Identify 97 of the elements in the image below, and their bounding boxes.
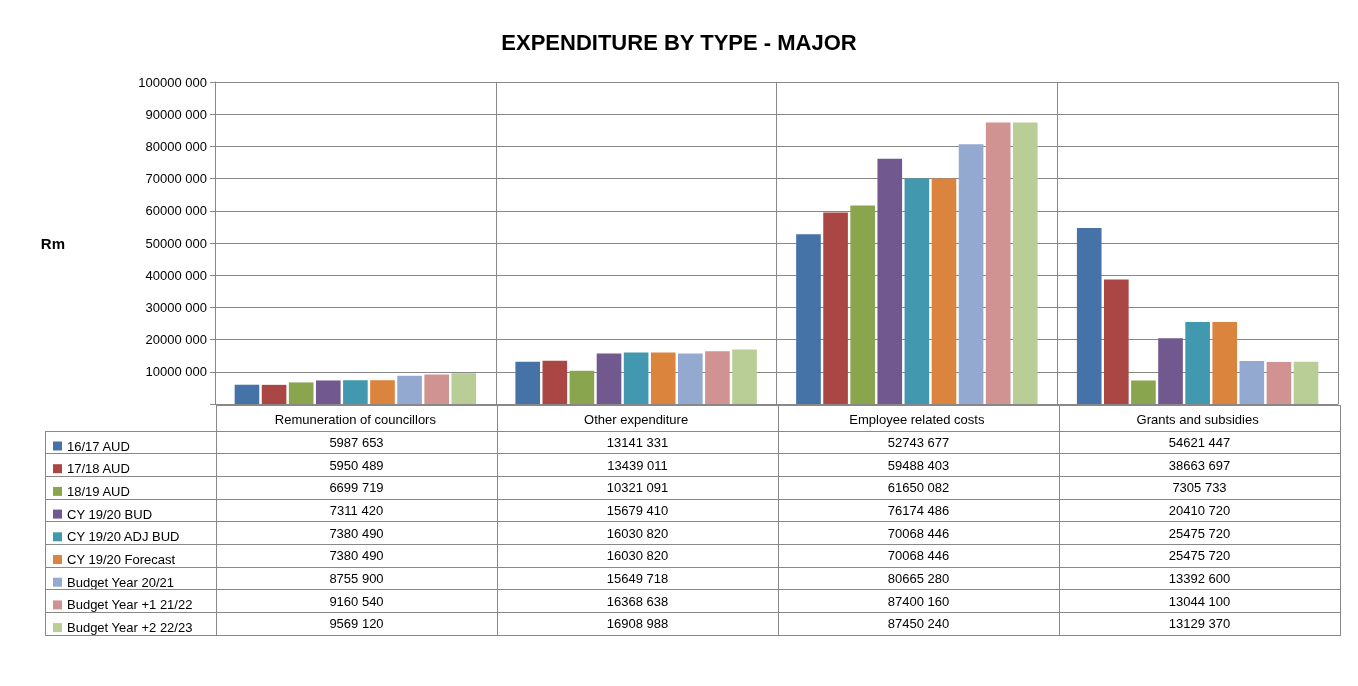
bar <box>850 205 875 404</box>
legend-label: Budget Year +2 22/23 <box>67 620 193 636</box>
bar <box>1131 380 1156 404</box>
legend-label: CY 19/20 BUD <box>67 506 153 522</box>
bar <box>451 373 477 404</box>
bar <box>424 374 449 404</box>
bar <box>370 380 395 404</box>
bar <box>343 380 368 404</box>
y-tick-label: 30000 000 <box>145 299 207 315</box>
legend-label: Budget Year 20/21 <box>67 574 174 590</box>
data-label: 13129 370 <box>1059 612 1340 636</box>
data-label: 8755 900 <box>216 567 497 590</box>
data-label: 15679 410 <box>497 499 778 522</box>
data-label: 87400 160 <box>778 589 1059 613</box>
data-label: 20410 720 <box>1059 499 1340 522</box>
data-label: 16030 820 <box>497 544 778 568</box>
data-label: 16908 988 <box>497 612 778 636</box>
x-tick-label: Grants and subsidies <box>1136 412 1260 427</box>
y-tick-label: 40000 000 <box>145 267 207 283</box>
bar <box>1266 362 1292 404</box>
data-label: 13044 100 <box>1059 589 1340 613</box>
x-tick-label: Remuneration of councillors <box>274 412 437 427</box>
data-label: 25475 720 <box>1059 544 1340 568</box>
data-label: 61650 082 <box>778 476 1059 500</box>
bar <box>985 122 1011 404</box>
data-label: 16368 638 <box>497 589 778 613</box>
bar <box>796 234 821 404</box>
data-label: 13392 600 <box>1059 567 1340 590</box>
chart-title: EXPENDITURE BY TYPE - MAJOR <box>501 29 857 55</box>
data-label: 25475 720 <box>1059 521 1340 545</box>
data-label: 54621 447 <box>1059 431 1340 454</box>
bar <box>234 384 260 404</box>
data-label: 80665 280 <box>778 567 1059 590</box>
bar <box>823 212 848 404</box>
x-tick-label: Other expenditure <box>584 412 689 427</box>
data-label: 6699 719 <box>216 476 497 500</box>
data-label: 9160 540 <box>216 589 497 613</box>
legend-label: 17/18 AUD <box>67 461 130 477</box>
bar <box>1104 279 1129 404</box>
bar <box>1185 321 1210 404</box>
y-tick-label: 70000 000 <box>145 171 207 187</box>
data-label: 7305 733 <box>1059 476 1340 500</box>
data-label: 87450 240 <box>778 612 1059 636</box>
bar <box>569 370 595 404</box>
data-label: 38663 697 <box>1059 453 1340 477</box>
legend-label: CY 19/20 Forecast <box>67 552 176 567</box>
bar <box>931 178 957 404</box>
bar <box>1212 321 1238 404</box>
bar <box>315 380 341 404</box>
bar <box>1239 360 1265 404</box>
data-label: 7311 420 <box>216 499 497 522</box>
y-tick-label: 100000 000 <box>138 74 207 90</box>
data-label: 76174 486 <box>778 499 1059 522</box>
data-label: 52743 677 <box>778 431 1059 454</box>
bar <box>1158 338 1183 404</box>
data-label: 5987 653 <box>216 431 497 454</box>
x-tick-label: Employee related costs <box>849 412 985 427</box>
legend-label: 16/17 AUD <box>67 438 130 454</box>
legend-label: CY 19/20 ADJ BUD <box>67 529 180 545</box>
legend-label: Budget Year +1 21/22 <box>67 597 193 613</box>
data-label: 9569 120 <box>216 612 497 636</box>
bar <box>958 144 984 404</box>
bar <box>515 361 541 404</box>
bar <box>1076 228 1102 404</box>
data-label: 7380 490 <box>216 521 497 545</box>
y-axis-title: Rm <box>40 234 65 252</box>
data-label: 15649 718 <box>497 567 778 590</box>
y-tick-label: 90000 000 <box>145 106 207 122</box>
bar <box>678 353 703 404</box>
data-label: 13141 331 <box>497 431 778 454</box>
bar <box>397 375 422 404</box>
bar <box>877 158 903 404</box>
data-label: 13439 011 <box>497 453 778 477</box>
bar <box>1293 361 1319 404</box>
bar <box>542 360 568 404</box>
bar <box>650 352 676 404</box>
data-label: 70068 446 <box>778 521 1059 545</box>
data-label: 7380 490 <box>216 544 497 568</box>
data-label: 16030 820 <box>497 521 778 545</box>
bar <box>261 384 287 404</box>
data-label: 5950 489 <box>216 453 497 477</box>
bar <box>904 178 930 404</box>
bar <box>732 349 757 404</box>
bar <box>596 353 622 404</box>
legend-label: 18/19 AUD <box>67 483 130 499</box>
data-label: 59488 403 <box>778 453 1059 477</box>
y-tick-label: 50000 000 <box>145 235 207 251</box>
y-tick-label: 20000 000 <box>145 332 207 348</box>
bar <box>705 351 730 404</box>
y-tick-label: 80000 000 <box>145 138 207 154</box>
y-tick-label: 10000 000 <box>145 364 207 380</box>
bar <box>288 382 314 404</box>
data-label: 70068 446 <box>778 544 1059 568</box>
bar <box>623 352 649 404</box>
data-label: 10321 091 <box>497 476 778 500</box>
bar <box>1012 122 1038 404</box>
y-tick-label: 60000 000 <box>145 203 207 219</box>
